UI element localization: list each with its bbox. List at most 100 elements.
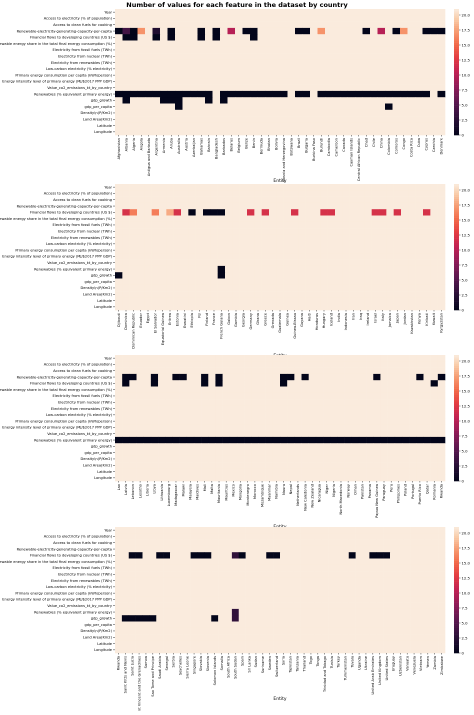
heatmap-cell: [366, 373, 374, 381]
heatmap-cell: [390, 615, 398, 622]
heatmap-cell: [298, 215, 306, 223]
heatmap-cell: [261, 259, 270, 267]
heatmap-cell: [176, 640, 185, 647]
heatmap-cell: [310, 103, 318, 111]
heatmap-cell: [195, 221, 204, 229]
heatmap-cell: [287, 405, 295, 412]
colorbar-segment: [454, 449, 459, 452]
heatmap-cell: [293, 539, 301, 547]
heatmap-cell: [225, 291, 233, 298]
heatmap-cell: [239, 247, 248, 254]
heatmap-cell: [438, 545, 446, 553]
heatmap-cell: [239, 291, 248, 298]
heatmap-cell: [229, 468, 238, 475]
heatmap-cell: [358, 418, 367, 425]
heatmap-cell: [167, 65, 176, 73]
heatmap-cell: [332, 15, 341, 22]
heatmap-cell: [175, 15, 183, 22]
heatmap-cell: [386, 196, 394, 204]
heatmap-cell: [332, 109, 341, 117]
heatmap-cell: [321, 571, 329, 578]
heatmap-cell: [430, 474, 439, 482]
colorbar-segment: [454, 13, 459, 16]
heatmap-cell: [380, 411, 388, 419]
heatmap-cell: [320, 259, 328, 267]
heatmap-cell: [335, 602, 343, 610]
heatmap-cell: [325, 122, 333, 129]
heatmap-cell: [193, 373, 202, 381]
heatmap-cell: [401, 462, 410, 469]
x-tick-label: Cyprus: [424, 138, 428, 151]
heatmap-cell: [301, 355, 309, 362]
heatmap-cell: [182, 72, 191, 79]
heatmap-cell: [176, 527, 185, 534]
heatmap-cell: [430, 265, 438, 273]
heatmap-cell: [393, 215, 402, 223]
x-tick-label: Gambia: [234, 313, 238, 327]
heatmap-cell: [416, 462, 424, 469]
heatmap-cell: [437, 253, 446, 260]
heatmap-cell: [188, 190, 196, 197]
heatmap-cell: [321, 577, 329, 584]
heatmap-cell: [222, 386, 231, 394]
heatmap-cell: [217, 303, 226, 311]
heatmap-cell: [310, 15, 318, 22]
heatmap-cell: [152, 40, 161, 48]
heatmap-cell: [201, 373, 209, 381]
heatmap-cell: [386, 209, 394, 216]
heatmap-cell: [310, 72, 318, 79]
heatmap-cell: [272, 15, 281, 22]
heatmap-cell: [130, 9, 138, 16]
heatmap-cell: [437, 109, 446, 117]
colorbar-segment: [454, 303, 459, 307]
x-tick-label: Ecuador: [139, 312, 143, 327]
heatmap-cell: [121, 583, 130, 591]
heatmap-cell: [225, 228, 233, 235]
heatmap-cell: [342, 215, 350, 223]
heatmap-cell: [351, 474, 360, 482]
heatmap-cell: [280, 418, 288, 425]
heatmap-cell: [377, 9, 386, 16]
heatmap-cell: [210, 234, 218, 241]
heatmap-cell: [245, 533, 253, 540]
heatmap-cell: [341, 539, 350, 547]
heatmap-cell: [182, 27, 191, 35]
heatmap-cell: [401, 196, 409, 204]
heatmap-cell: [342, 284, 350, 292]
heatmap-cell: [225, 247, 233, 254]
heatmap-cell: [115, 209, 123, 216]
heatmap-cell: [430, 228, 438, 235]
heatmap-cell: [160, 40, 168, 48]
heatmap-cell: [362, 15, 371, 22]
heatmap-cell: [165, 380, 173, 387]
heatmap-cell: [340, 65, 348, 73]
heatmap-cell: [197, 571, 205, 578]
heatmap-cell: [151, 272, 160, 279]
y-tick-label: Renewables (% equivalent primary energy): [34, 267, 113, 271]
heatmap-cell: [340, 59, 348, 66]
heatmap-cell: [247, 297, 255, 304]
heatmap-cell: [423, 278, 431, 286]
heatmap-cell: [232, 303, 240, 311]
x-tick-label: Switzerland: [275, 656, 279, 677]
heatmap-cell: [286, 571, 295, 578]
heatmap-cell: [415, 109, 423, 117]
heatmap-cell: [351, 386, 360, 394]
x-tick-label: Burkina Faso: [312, 138, 316, 161]
heatmap-cell: [203, 272, 211, 279]
x-tick-label: France: [212, 312, 216, 325]
heatmap-cell: [376, 590, 384, 597]
heatmap-cell: [197, 53, 206, 60]
heatmap-cell: [298, 265, 306, 273]
heatmap-cell: [163, 539, 171, 547]
y-tick-label: Electricity from fossil fuels (TWh): [53, 566, 113, 570]
heatmap-cell: [190, 602, 198, 610]
heatmap-cell: [379, 278, 387, 286]
y-tick-label: Energy intensity level of primary energy…: [2, 426, 112, 430]
heatmap-cell: [437, 65, 446, 73]
colorbar-segment: [454, 646, 459, 650]
heatmap-cell: [165, 386, 173, 394]
heatmap-cell: [357, 291, 365, 298]
heatmap-cell: [245, 564, 253, 572]
